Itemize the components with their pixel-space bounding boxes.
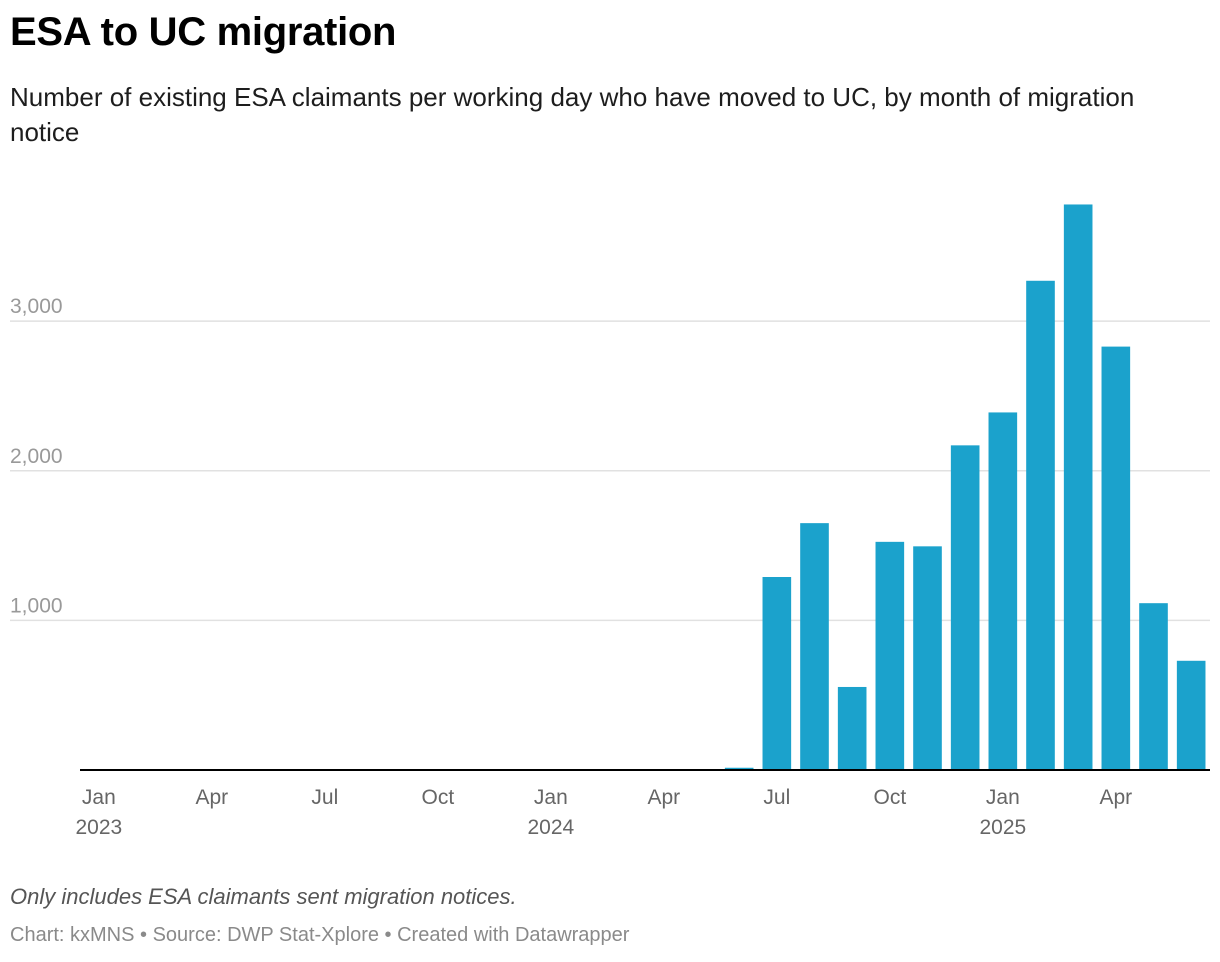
chart-subtitle: Number of existing ESA claimants per wor… — [10, 82, 1135, 147]
bar — [762, 577, 792, 770]
x-tick-label: Jul — [311, 786, 338, 809]
x-tick-year: 2024 — [527, 816, 574, 839]
bar — [1176, 660, 1206, 770]
bar — [913, 546, 942, 770]
x-tick-year: 2023 — [75, 816, 122, 839]
y-tick-label: 2,000 — [10, 445, 63, 468]
bar — [724, 767, 754, 770]
x-tick-label: Oct — [873, 786, 906, 809]
bar — [988, 412, 1018, 770]
y-tick-label: 1,000 — [10, 594, 63, 617]
x-tick-label: Apr — [195, 786, 228, 809]
y-tick-label: 3,000 — [10, 295, 63, 318]
chart-title: ESA to UC migration — [10, 10, 397, 54]
credit-source: Source: DWP Stat-Xplore — [152, 924, 379, 946]
x-tick-label: Jan — [534, 786, 568, 809]
x-tick-label: Apr — [1099, 786, 1132, 809]
chart-credits: Chart: kxMNS • Source: DWP Stat-Xplore •… — [10, 924, 629, 947]
tick-labels: 1,000 2,000 3,000 Jan 2023 Apr Jul Oct Jan 2024 Ap… — [10, 295, 1132, 839]
x-tick-label: Jan — [82, 786, 116, 809]
credit-chart-label: Chart: kxMNS — [10, 924, 135, 946]
bar — [1026, 280, 1055, 770]
bar — [800, 523, 829, 770]
bar — [950, 445, 980, 770]
bar — [1139, 603, 1168, 770]
bar — [875, 541, 905, 770]
x-tick-label: Apr — [647, 786, 680, 809]
bar — [1063, 204, 1093, 771]
x-tick-label: Jan — [986, 786, 1020, 809]
bars — [724, 204, 1206, 771]
bar — [1101, 346, 1131, 770]
x-tick-label: Oct — [421, 786, 454, 809]
x-tick-label: Jul — [763, 786, 790, 809]
chart-note: Only includes ESA claimants sent migrati… — [10, 884, 517, 909]
x-tick-year: 2025 — [979, 816, 1026, 839]
bar — [837, 686, 867, 770]
credit-separator: • — [134, 924, 153, 946]
credit-created: Created with Datawrapper — [397, 924, 630, 946]
credit-separator: • — [378, 924, 398, 946]
